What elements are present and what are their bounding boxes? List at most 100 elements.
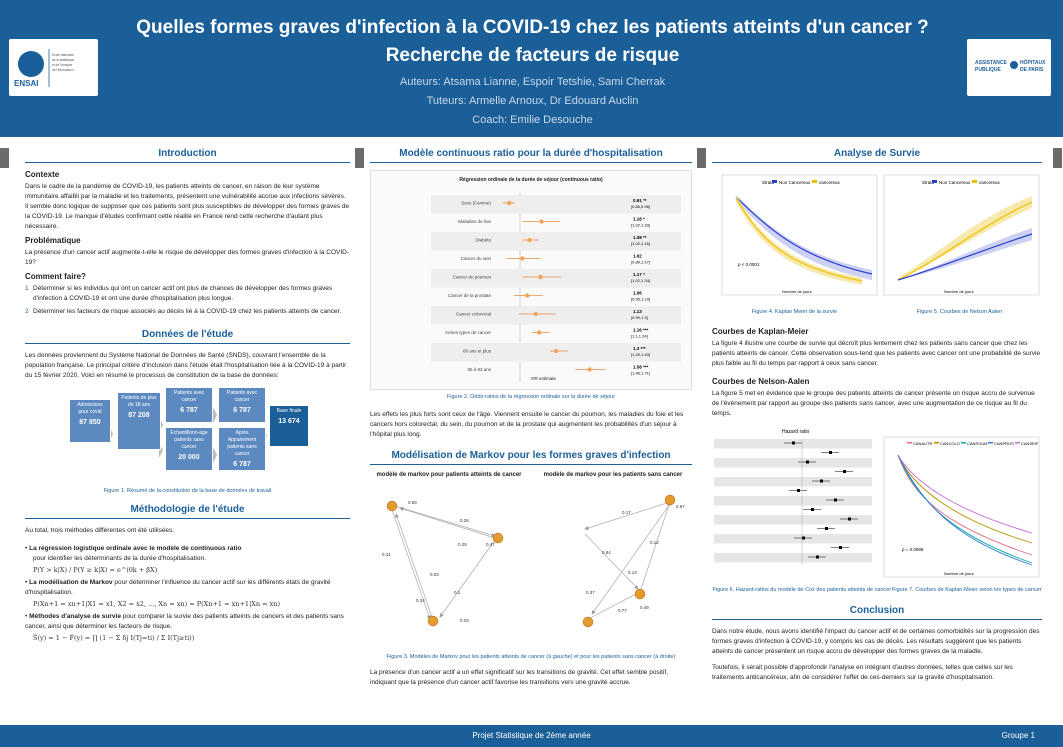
- method-3: • Méthodes d'analyse de survie pour comp…: [25, 613, 344, 630]
- survival-charts: Strata Non Cancereux cancereux Strata No…: [712, 170, 1042, 305]
- forest-ci-label: [1.02,1.34]: [631, 278, 650, 283]
- forest-plot-svg: Sexe (Femme) 0.91 **[0.86,0.96] Maladies d…: [431, 193, 681, 382]
- method-2-equation: P(Xn+1 = xn+1|X1 = x1, X2 = x2, ..., Xn …: [33, 600, 281, 608]
- km-text: La figure 4 illustre une courbe de survi…: [712, 340, 1041, 367]
- forest-category-label: Cancer de la prostate: [448, 293, 492, 298]
- right-edge-bar: [1053, 148, 1062, 168]
- figure6-caption: Figure 6. Hazard-ratios du modèle de Cox…: [712, 587, 892, 593]
- markov-right-prob: 0.12: [650, 540, 659, 545]
- aphp-logo-icon: ASSISTANCE PUBLIQUE HÔPITAUX DE PARIS: [975, 58, 1046, 73]
- forest-point: [537, 330, 542, 335]
- objective-item: 1 Déterminer si les individus qui ont un …: [25, 285, 333, 302]
- comment-faire-heading: Comment faire?: [25, 272, 86, 281]
- markov-right-prob: 0.37: [586, 590, 595, 595]
- forest-value-label: 1.06: [633, 291, 642, 296]
- forest-category-label: Cancer du poumon: [453, 275, 492, 280]
- forest-value-label: 1.13: [633, 309, 642, 314]
- conclusion-title: Conclusion: [712, 605, 1042, 620]
- flow-box-admissions: Admissions pour covid 87 850: [69, 399, 111, 443]
- poster-footer: Projet Statistique de 2ème année Groupe …: [0, 725, 1063, 747]
- forest-ci-label: [1.25,1.40]: [631, 352, 650, 357]
- fig6-7-captions: Figure 6. Hazard-ratios du modèle de Cox…: [712, 583, 1042, 597]
- model-text: Les effets les plus forts sont ceux de l…: [370, 411, 684, 438]
- forest-plot-title: Régression ordinale de la durée de séjou…: [459, 177, 603, 183]
- svg-text:ENSAI: ENSAI: [14, 79, 38, 88]
- cox-km-svg: Hazard ratio CANAUTR CANCOLO CANPOUM CANPRO…: [714, 429, 1040, 578]
- forest-point: [539, 219, 544, 224]
- divider-1: [355, 148, 364, 168]
- svg-text:cancereux: cancereux: [819, 180, 841, 185]
- model-title: Modèle continuous ratio pour la durée d'…: [370, 148, 692, 163]
- na-heading: Courbes de Nelson-Aalen: [712, 377, 810, 386]
- hr-row-band: [714, 477, 872, 487]
- markov-right-prob: 0.77: [618, 608, 627, 613]
- svg-text:cancereux: cancereux: [979, 180, 1001, 185]
- svg-text:de la statistique: de la statistique: [52, 58, 74, 62]
- markov-right-prob: 0.84: [602, 550, 611, 555]
- method-2: • La modélisation de Markov pour détermi…: [25, 579, 331, 596]
- forest-category-label: Maladies du foie: [458, 219, 491, 224]
- flowchart: Admissions pour covid 87 850 Patients de …: [25, 387, 350, 482]
- markov-right-prob: 0.49: [640, 605, 649, 610]
- forest-category-label: Cancer du sein: [461, 256, 492, 261]
- data-title: Données de l'étude: [25, 329, 350, 344]
- column-middle: Modèle continuous ratio pour la durée d'…: [370, 148, 692, 725]
- markov-graphs: modèle de markov pour patients atteints …: [370, 472, 692, 650]
- markov-right-prob: 0.17: [622, 510, 631, 515]
- markov-left-prob: 0.41: [382, 552, 391, 557]
- markov-left-prob: 0.03: [460, 618, 469, 623]
- svg-text:Non Cancereux: Non Cancereux: [939, 180, 971, 185]
- footer-right: Groupe 1: [1001, 731, 1035, 740]
- strata-swatch: [961, 442, 966, 444]
- svg-text:Nombre de jours: Nombre de jours: [944, 289, 974, 294]
- hr-row-band: [714, 534, 872, 544]
- forest-point: [553, 348, 559, 354]
- figure4-caption: Figure 4. Kaplan Meier de la survie: [751, 309, 838, 315]
- strata-label: CANPROS: [994, 441, 1014, 446]
- na-text: La figure 5 met en évidence que le group…: [712, 390, 1035, 417]
- markov-sub2: modèle de markov pour les patients sans …: [543, 472, 683, 478]
- left-edge-bar: [0, 148, 9, 168]
- svg-text:Strata: Strata: [922, 180, 935, 185]
- forest-ci-label: [1.02,1.16]: [631, 241, 650, 246]
- forest-plot: Régression ordinale de la durée de séjou…: [370, 170, 692, 390]
- authors-line: Auteurs: Atsama Lianne, Espoir Tetshie, …: [399, 76, 666, 88]
- figure3-caption: Figure 3. Modèles de Markov pour les pat…: [386, 654, 676, 660]
- forest-ci-label: [0.99,1.3]: [631, 315, 648, 320]
- markov-left-prob: 0.1: [454, 590, 461, 595]
- method-1: • La régression logistique ordinale avec…: [25, 545, 242, 552]
- markov-left-prob: 0.47: [486, 542, 495, 547]
- cox-and-km-types: Hazard ratio CANAUTR CANCOLO CANPOUM CANPRO…: [712, 425, 1042, 583]
- svg-text:Non Cancereux: Non Cancereux: [779, 180, 811, 185]
- forest-ci-label: [1.02,1.33]: [631, 223, 650, 228]
- forest-plot-xlabel: OR estimate: [531, 376, 557, 381]
- footer-center: Projet Statistique de 2ème année: [472, 731, 591, 740]
- figure2-caption: Figure 2. Odds-ratios de la régression o…: [446, 394, 616, 400]
- problematique-text: La présence d'un cancer actif augmente-t…: [25, 249, 350, 266]
- poster-title: Quelles formes graves d'infection à la C…: [136, 17, 929, 66]
- strata-swatch: [934, 442, 939, 444]
- survie-title: Analyse de Survie: [712, 148, 1042, 163]
- flow-box-adults: Patients de plus de 18 ans 87 208: [117, 392, 161, 450]
- ensai-logo-icon: ENSAI École nationale de la statistique …: [14, 49, 74, 88]
- objective-item: 2 Déterminer les facteurs de risque assoc…: [25, 308, 342, 315]
- forest-ci-label: [0.89,1.17]: [631, 260, 650, 265]
- problematique-heading: Problématique: [25, 236, 81, 245]
- forest-value-label: 1.58 ***: [633, 365, 649, 370]
- forest-ci-label: [1.1,1.24]: [631, 334, 648, 339]
- markov-left-prob: 0.59: [408, 500, 417, 505]
- ensai-logo: ENSAI École nationale de la statistique …: [9, 39, 98, 96]
- forest-value-label: 0.91 **: [633, 198, 647, 203]
- strata-label: CANPOUM: [967, 441, 987, 446]
- strata-swatch: [907, 442, 912, 444]
- method-1-text: pour identifier les déterminants de la d…: [33, 555, 206, 562]
- conclusion-p2: Toutefois, il serait possible d'approfon…: [712, 664, 1013, 681]
- flow-box-matched: Après Appariement patients sans cancer 6 …: [218, 427, 266, 471]
- markov-text: La présence d'un cancer actif a un effet…: [370, 669, 668, 686]
- authors-block: Auteurs: Atsama Lianne, Espoir Tetshie, …: [255, 73, 810, 130]
- contexte-heading: Contexte: [25, 170, 60, 179]
- flow-box-cancer-2: Patients avec cancer 6 787: [218, 387, 266, 423]
- markov-left-prob: 0.03: [430, 572, 439, 577]
- hr-row-band: [714, 553, 872, 563]
- svg-text:PUBLIQUE: PUBLIQUE: [975, 67, 1002, 73]
